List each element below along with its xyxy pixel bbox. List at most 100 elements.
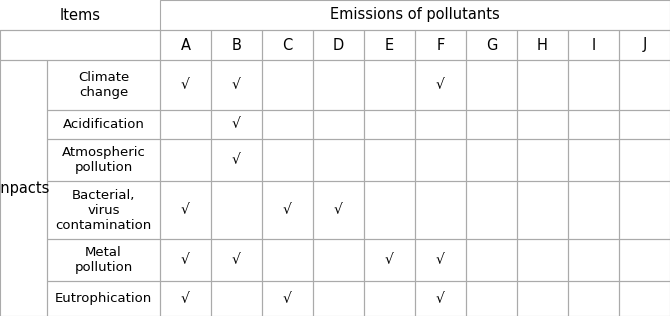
Bar: [160, 281, 211, 316]
Bar: [466, 139, 517, 181]
Bar: [466, 30, 517, 60]
Bar: [415, 139, 466, 181]
Bar: [415, 60, 466, 110]
Bar: [619, 60, 670, 110]
Bar: [466, 60, 517, 110]
Bar: [160, 139, 211, 181]
Bar: [160, 60, 211, 110]
Bar: [313, 60, 364, 110]
Bar: [415, 239, 466, 281]
Bar: [262, 60, 313, 110]
Bar: [517, 239, 568, 281]
Bar: [619, 139, 670, 181]
Bar: [568, 60, 619, 110]
Text: √: √: [232, 78, 241, 92]
Bar: [619, 30, 670, 60]
Bar: [160, 0, 670, 30]
Bar: [262, 181, 313, 239]
Bar: [568, 110, 619, 139]
Bar: [364, 30, 415, 60]
Text: Bacterial,
virus
contamination: Bacterial, virus contamination: [56, 189, 151, 232]
Bar: [415, 30, 466, 60]
Bar: [415, 181, 466, 239]
Bar: [160, 30, 211, 60]
Text: E: E: [385, 38, 394, 52]
Bar: [517, 139, 568, 181]
Bar: [160, 181, 211, 239]
Text: Acidification: Acidification: [62, 118, 145, 131]
Bar: [211, 30, 262, 60]
Bar: [568, 30, 619, 60]
Text: Eutrophication: Eutrophication: [55, 292, 152, 305]
Bar: [466, 281, 517, 316]
Bar: [313, 139, 364, 181]
Bar: [619, 239, 670, 281]
Text: D: D: [333, 38, 344, 52]
Text: F: F: [436, 38, 445, 52]
Bar: [211, 60, 262, 110]
Bar: [211, 239, 262, 281]
Bar: [47, 239, 160, 281]
Text: I: I: [592, 38, 596, 52]
Bar: [364, 281, 415, 316]
Text: Metal
pollution: Metal pollution: [74, 246, 133, 274]
Text: √: √: [436, 253, 445, 267]
Bar: [47, 281, 160, 316]
Text: Emissions of pollutants: Emissions of pollutants: [330, 8, 500, 22]
Bar: [568, 181, 619, 239]
Text: C: C: [282, 38, 293, 52]
Bar: [313, 239, 364, 281]
Text: Items: Items: [60, 8, 100, 22]
Text: √: √: [181, 292, 190, 306]
Text: √: √: [181, 253, 190, 267]
Bar: [619, 110, 670, 139]
Text: √: √: [232, 118, 241, 131]
Bar: [364, 181, 415, 239]
Bar: [211, 139, 262, 181]
Text: B: B: [232, 38, 241, 52]
Bar: [517, 30, 568, 60]
Text: √: √: [436, 78, 445, 92]
Bar: [466, 181, 517, 239]
Bar: [262, 110, 313, 139]
Bar: [364, 110, 415, 139]
Bar: [0, 30, 160, 60]
Bar: [568, 281, 619, 316]
Bar: [262, 139, 313, 181]
Bar: [568, 139, 619, 181]
Bar: [211, 181, 262, 239]
Bar: [364, 139, 415, 181]
Text: A: A: [180, 38, 190, 52]
Bar: [619, 281, 670, 316]
Bar: [160, 239, 211, 281]
Bar: [517, 60, 568, 110]
Text: Climate
change: Climate change: [78, 71, 129, 99]
Text: √: √: [181, 78, 190, 92]
Text: Inpacts: Inpacts: [0, 180, 50, 196]
Text: √: √: [436, 292, 445, 306]
Bar: [262, 239, 313, 281]
Bar: [619, 181, 670, 239]
Bar: [47, 139, 160, 181]
Bar: [313, 181, 364, 239]
Bar: [211, 281, 262, 316]
Text: √: √: [283, 292, 292, 306]
Bar: [364, 239, 415, 281]
Bar: [262, 30, 313, 60]
Bar: [517, 110, 568, 139]
Bar: [466, 239, 517, 281]
Text: H: H: [537, 38, 548, 52]
Bar: [47, 110, 160, 139]
Bar: [313, 110, 364, 139]
Text: G: G: [486, 38, 497, 52]
Text: √: √: [232, 253, 241, 267]
Text: √: √: [385, 253, 394, 267]
Bar: [211, 110, 262, 139]
Text: √: √: [181, 203, 190, 217]
Bar: [313, 281, 364, 316]
Bar: [313, 30, 364, 60]
Bar: [568, 239, 619, 281]
Bar: [47, 60, 160, 110]
Text: √: √: [283, 203, 292, 217]
Text: √: √: [334, 203, 343, 217]
